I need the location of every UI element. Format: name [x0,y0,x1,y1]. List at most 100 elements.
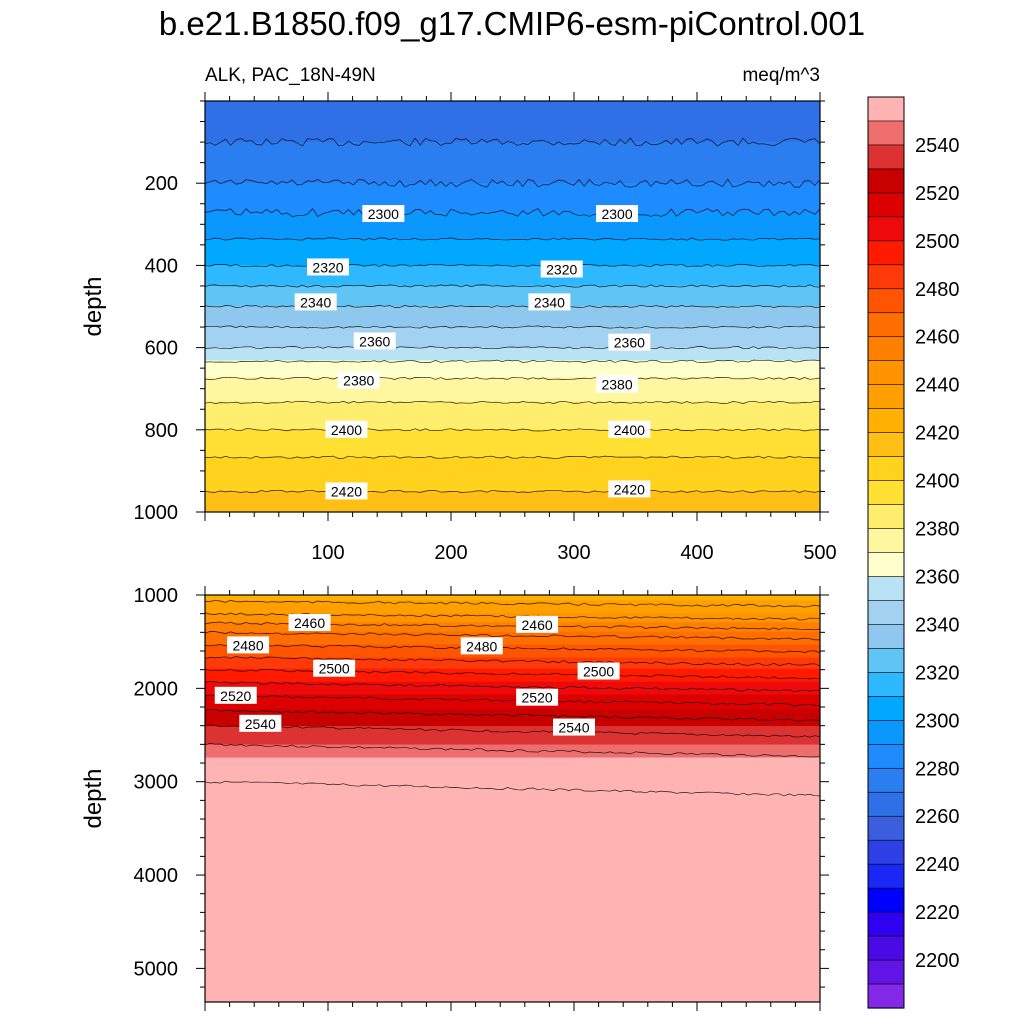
contour-fill-band [205,609,820,612]
contour-label: 2540 [553,718,595,736]
contour-fill-band [205,970,820,973]
plot-frame [204,594,821,1003]
contour-fill-band [205,347,820,350]
contour-fill-band [205,285,820,289]
contour-fill-band [205,640,820,644]
contour-fill-band [205,194,820,197]
contour-fill-band [205,259,820,262]
colorbar-swatch [867,624,905,649]
colorbar-label: 2340 [915,614,960,636]
contour-fill-band [205,713,820,716]
colorbar-swatch [867,887,905,913]
contour-fill-band [205,657,820,661]
colorbar-swatch [867,767,905,793]
contour-fill-band [205,306,820,309]
contour-fill-band [205,455,820,459]
colorbar-swatch [867,288,905,314]
contour-fill-band [205,703,820,707]
contour-fill-band [205,444,820,447]
colorbar-swatch [867,576,905,602]
contour-fill-band [205,308,820,311]
contour-fill-band [205,220,820,223]
contour-label: 2420 [608,480,651,498]
contour-fill-band [205,263,820,266]
colorbar-label: 2540 [915,135,960,157]
contour-fill-band [205,644,820,648]
contour-label: 2420 [325,482,368,500]
contour-fill-band [205,485,820,489]
contour-fill-band [205,670,820,673]
contour-fill-band [205,977,820,981]
contour-fill-band [205,633,820,636]
contour-fill-band [205,763,820,766]
contour-fill-band [205,395,820,399]
svg-text:2540: 2540 [558,720,589,736]
contour-fill-band [205,951,820,955]
contour-fill-band [205,390,820,393]
svg-text:2380: 2380 [343,372,374,388]
contour-fill-band [205,287,820,290]
contour-fill-band [205,364,820,367]
contour-fill-band [205,605,820,609]
contour-fill-band [205,798,820,801]
svg-text:2300: 2300 [368,206,399,222]
colorbar-swatch [867,144,905,170]
contour-fill-band [205,992,820,995]
contour-fill-band [205,491,820,494]
contour-fill-band [205,354,820,358]
svg-text:2380: 2380 [601,377,632,393]
contour-fill-band [205,195,820,199]
contour-fill-band [205,946,820,949]
contour-fill-band [205,416,820,419]
svg-text:2460: 2460 [522,617,553,633]
contour-fill-band [205,218,820,221]
contour-fill-band [205,252,820,255]
upper-depth-panel: 2300 2300 2320 2320 2340 2340 2360 2360 2380 2380… [80,92,837,564]
contour-fill-band [205,349,820,352]
contour-fill-band [205,418,820,421]
contour-line [205,644,820,654]
contour-fill-band [205,944,820,947]
contour-fill-band [205,121,820,124]
contour-fill-band [205,425,820,429]
contour-fill-band [205,759,820,762]
y-tick-label: 5000 [134,958,179,980]
contour-fill-band [205,315,820,319]
colorbar-swatch [867,408,905,434]
colorbar: 2540 2520 2500 2480 2460 2440 2420 2400 2380 2360… [867,96,960,1009]
contour-fill-band [205,352,820,356]
contour-label: 2520 [214,686,257,704]
contour-label: 2300 [596,205,639,223]
contour-fill-band [205,332,820,335]
contour-fill-band [205,796,820,799]
contour-fill-band [205,384,820,388]
contour-fill-band [205,207,820,210]
colorbar-swatch [867,959,905,985]
x-tick-label: 500 [803,542,836,564]
contour-fill-band [205,653,820,657]
contour-fill-band [205,916,820,920]
colorbar-swatch [867,528,905,554]
contour-fill-band [205,408,820,412]
contour-fill-band [205,748,820,751]
contour-fill-band [205,639,820,642]
contour-fill-band [205,774,820,777]
variable-region-label: ALK, PAC_18N-49N [205,65,376,86]
contour-fill-band [205,938,820,942]
contour-fill-band [205,899,820,903]
contour-fill-band [205,690,820,694]
contour-fill-band [205,674,820,677]
contour-fill-band [205,224,820,227]
contour-fill-band [205,506,820,509]
contour-fill-band [205,291,820,294]
contour-fill-band [205,166,820,169]
colorbar-label: 2500 [915,231,960,253]
contour-fill-band [205,998,820,1001]
svg-text:2480: 2480 [466,638,497,654]
contour-fill-band [205,803,820,807]
contour-fill-band [205,726,820,729]
contour-fill-band [205,816,820,820]
contour-fill-band [205,289,820,292]
colorbar-swatch [867,384,905,410]
